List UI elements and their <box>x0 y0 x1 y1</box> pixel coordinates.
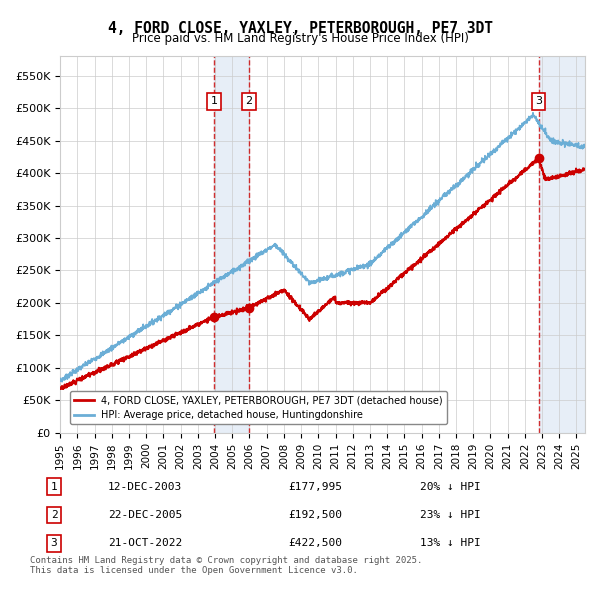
Text: £177,995: £177,995 <box>288 482 342 491</box>
Text: £192,500: £192,500 <box>288 510 342 520</box>
Text: 2: 2 <box>50 510 58 520</box>
Text: 23% ↓ HPI: 23% ↓ HPI <box>420 510 481 520</box>
Text: 1: 1 <box>211 96 218 106</box>
Text: Price paid vs. HM Land Registry's House Price Index (HPI): Price paid vs. HM Land Registry's House … <box>131 32 469 45</box>
Text: 21-OCT-2022: 21-OCT-2022 <box>108 539 182 548</box>
Text: 4, FORD CLOSE, YAXLEY, PETERBOROUGH, PE7 3DT: 4, FORD CLOSE, YAXLEY, PETERBOROUGH, PE7… <box>107 21 493 35</box>
Text: 3: 3 <box>535 96 542 106</box>
Legend: 4, FORD CLOSE, YAXLEY, PETERBOROUGH, PE7 3DT (detached house), HPI: Average pric: 4, FORD CLOSE, YAXLEY, PETERBOROUGH, PE7… <box>70 391 447 424</box>
Text: 20% ↓ HPI: 20% ↓ HPI <box>420 482 481 491</box>
Text: 2: 2 <box>245 96 253 106</box>
Bar <box>539 56 585 432</box>
Text: 12-DEC-2003: 12-DEC-2003 <box>108 482 182 491</box>
Text: 22-DEC-2005: 22-DEC-2005 <box>108 510 182 520</box>
Bar <box>214 56 249 432</box>
Text: 1: 1 <box>50 482 58 491</box>
Text: Contains HM Land Registry data © Crown copyright and database right 2025.
This d: Contains HM Land Registry data © Crown c… <box>30 556 422 575</box>
Text: £422,500: £422,500 <box>288 539 342 548</box>
Text: 13% ↓ HPI: 13% ↓ HPI <box>420 539 481 548</box>
Text: 3: 3 <box>50 539 58 548</box>
